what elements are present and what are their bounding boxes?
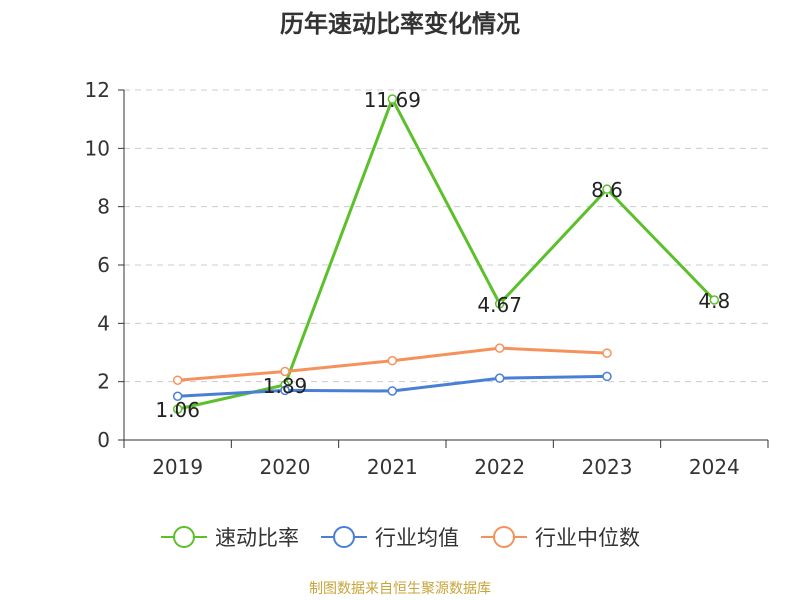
x-tick-label: 2024	[689, 455, 740, 479]
y-tick-label: 6	[97, 253, 110, 277]
data-point	[494, 343, 505, 353]
x-tick-label: 2021	[367, 455, 418, 479]
legend-marker	[333, 526, 355, 548]
data-point	[709, 295, 720, 305]
x-tick-label: 2022	[474, 455, 525, 479]
data-point	[602, 184, 612, 194]
y-tick-label: 10	[85, 136, 110, 160]
legend-label: 速动比率	[215, 526, 299, 550]
data-label: 8.6	[591, 178, 623, 202]
y-tick-label: 8	[97, 195, 110, 219]
data-point	[602, 371, 612, 382]
data-point	[172, 404, 183, 414]
legend: 速动比率 行业均值 行业中位数	[161, 526, 640, 550]
data-point	[172, 375, 183, 385]
legend-label: 行业中位数	[535, 526, 640, 550]
data-point	[602, 348, 612, 358]
series	[172, 94, 720, 414]
x-tick-label: 2023	[582, 455, 633, 479]
data-point	[387, 386, 398, 396]
data-label: 4.8	[698, 289, 730, 313]
data-point	[172, 391, 183, 401]
series-line	[177, 97, 716, 411]
data-point	[494, 299, 505, 309]
data-label: 1.89	[263, 374, 308, 398]
data-point	[280, 366, 290, 377]
axes: 0 2 4 6 8 10 12 2019 2020 2021 2022 2023 2024	[85, 78, 769, 479]
data-label: 1.06	[155, 398, 200, 422]
data-label: 4.67	[477, 293, 522, 317]
legend-marker	[493, 526, 515, 548]
data-point	[387, 355, 398, 366]
x-tick-label: 2019	[152, 455, 203, 479]
source-note: 制图数据来自恒生聚源数据库	[309, 581, 491, 597]
data-point	[494, 373, 505, 383]
y-tick-label: 0	[97, 428, 110, 452]
data-point	[387, 94, 398, 104]
data-labels: 1.06 1.89 11.69 4.67 8.6 4.8	[155, 88, 730, 422]
data-label: 11.69	[364, 88, 421, 112]
legend-marker	[173, 526, 195, 548]
y-tick-label: 12	[85, 78, 110, 102]
legend-label: 行业均值	[375, 526, 459, 550]
y-tick-label: 2	[97, 370, 110, 394]
gridlines	[124, 89, 768, 383]
y-tick-label: 4	[97, 311, 110, 335]
chart-title: 历年速动比率变化情况	[280, 10, 520, 38]
x-tick-label: 2020	[260, 455, 311, 479]
data-point	[280, 385, 290, 396]
